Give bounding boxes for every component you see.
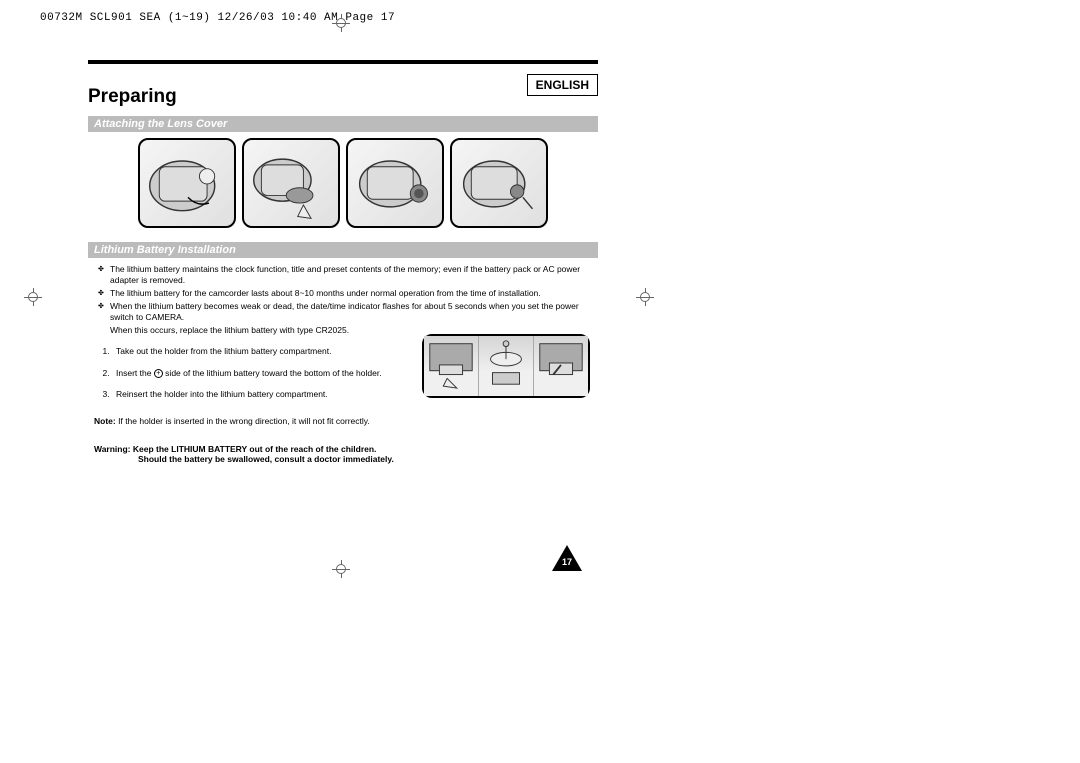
- battery-notes-list: The lithium battery maintains the clock …: [98, 264, 598, 323]
- illustration-step-1: [138, 138, 236, 228]
- lens-cover-illustrations: [88, 138, 598, 228]
- battery-panel-3: [534, 336, 588, 396]
- crop-mark: [24, 288, 54, 318]
- illustration-step-4: [450, 138, 548, 228]
- battery-panel-2: [479, 336, 534, 396]
- warning-line: Warning: Keep the LITHIUM BATTERY out of…: [94, 444, 598, 454]
- list-item: When the lithium battery becomes weak or…: [98, 301, 598, 323]
- battery-panel-1: [424, 336, 479, 396]
- illustration-step-2: [242, 138, 340, 228]
- note-label: Note:: [94, 416, 116, 426]
- section-battery: Lithium Battery Installation: [88, 242, 598, 258]
- warning-text-continued: Should the battery be swallowed, consult…: [138, 454, 598, 464]
- crop-mark: [332, 560, 362, 590]
- plus-icon: +: [154, 369, 163, 378]
- step-item: Insert the + side of the lithium battery…: [112, 367, 412, 381]
- crop-mark: [332, 14, 362, 44]
- page-number: 17: [552, 545, 582, 571]
- note-line: Note: If the holder is inserted in the w…: [94, 416, 598, 426]
- section-lens-cover: Attaching the Lens Cover: [88, 116, 598, 132]
- warning-label: Warning:: [94, 444, 131, 454]
- install-steps: Take out the holder from the lithium bat…: [112, 345, 412, 402]
- battery-install-illustration: [422, 334, 590, 398]
- page-title: Preparing: [88, 64, 598, 116]
- crop-mark: [636, 288, 666, 318]
- page-number-triangle: 17: [552, 545, 582, 576]
- note-text: If the holder is inserted in the wrong d…: [118, 416, 370, 426]
- warning-text: Keep the LITHIUM BATTERY out of the reac…: [133, 444, 377, 454]
- language-badge: ENGLISH: [527, 74, 598, 96]
- step-item: Reinsert the holder into the lithium bat…: [112, 388, 412, 402]
- step-item: Take out the holder from the lithium bat…: [112, 345, 412, 359]
- list-item: The lithium battery for the camcorder la…: [98, 288, 598, 299]
- manual-page: ENGLISH Preparing Attaching the Lens Cov…: [88, 60, 598, 550]
- illustration-step-3: [346, 138, 444, 228]
- list-item: The lithium battery maintains the clock …: [98, 264, 598, 286]
